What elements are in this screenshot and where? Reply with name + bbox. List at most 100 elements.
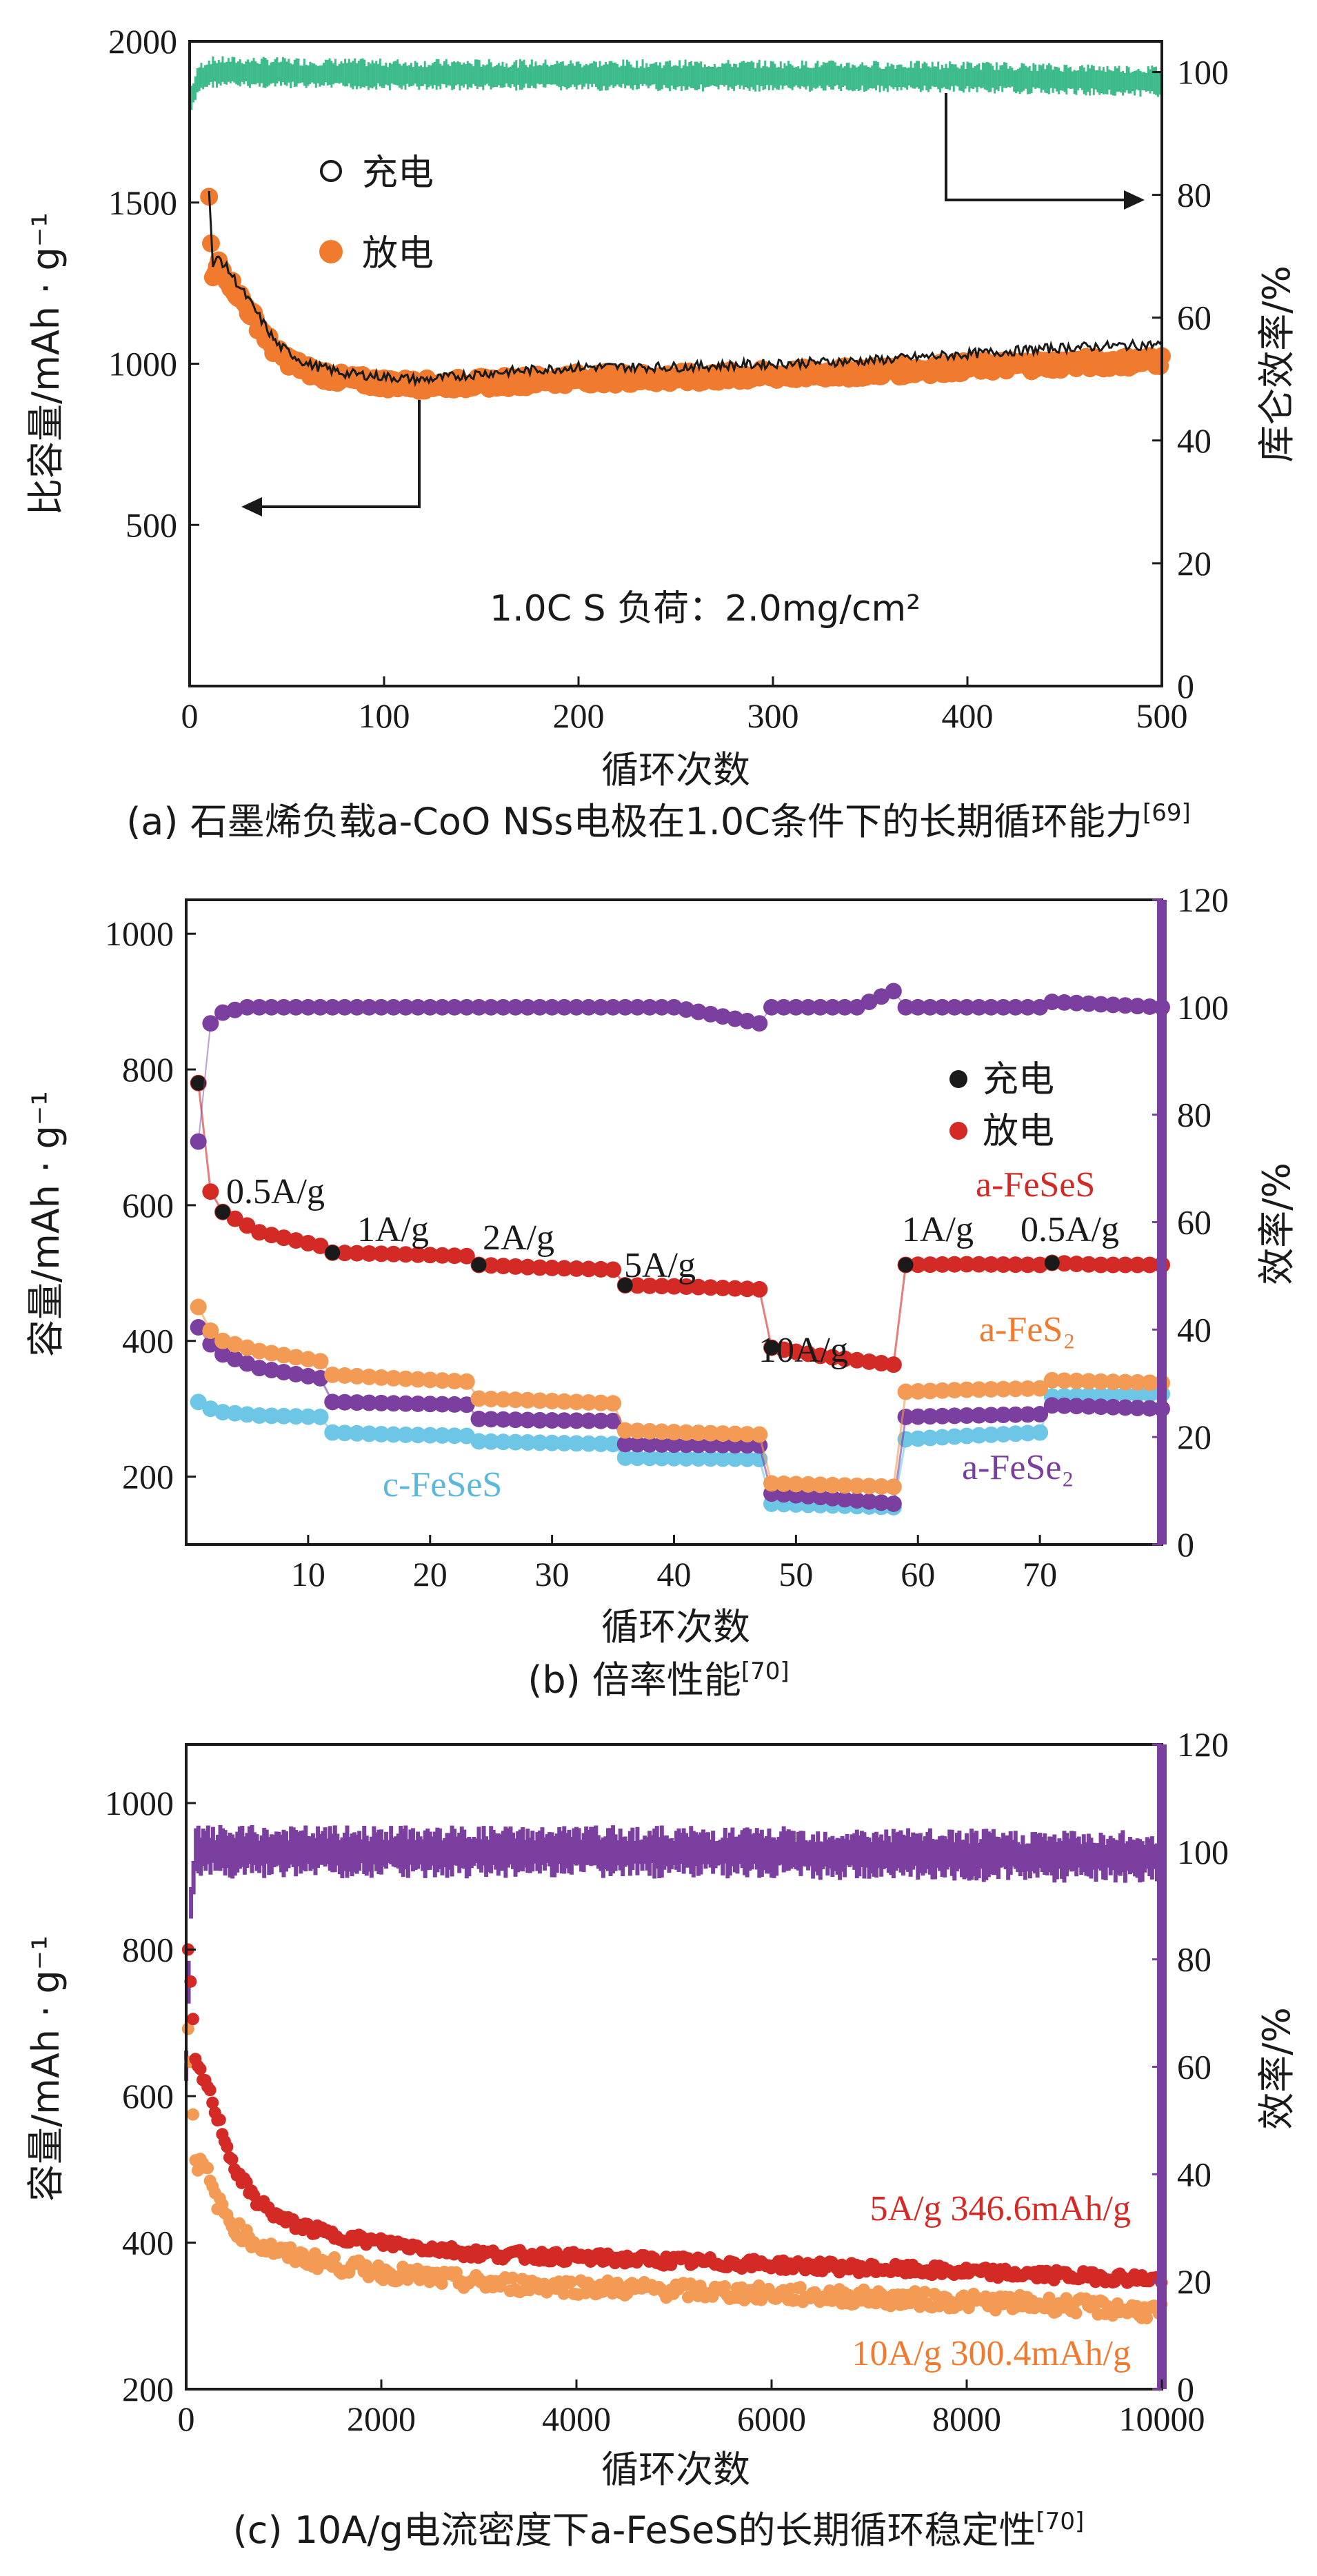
capacity-point	[800, 1476, 817, 1493]
capacity-point	[665, 1449, 683, 1467]
charge-point	[471, 1257, 487, 1273]
capacity-point	[629, 1436, 646, 1453]
efficiency-point	[897, 998, 914, 1016]
capacity-point	[397, 1395, 414, 1412]
capacity-point	[958, 1256, 975, 1273]
efficiency-point	[970, 998, 987, 1016]
efficiency-point	[946, 998, 963, 1016]
efficiency-point	[580, 998, 597, 1016]
capacity-point	[251, 1407, 268, 1424]
y2-tick-label: 80	[1177, 1940, 1212, 1979]
efficiency-point	[299, 998, 316, 1016]
y-tick-label: 400	[122, 1322, 174, 1360]
y2-tick-label: 0	[1177, 667, 1194, 705]
efficiency-point	[494, 998, 512, 1016]
capacity-point	[190, 1298, 207, 1316]
capacity-point	[1092, 1398, 1109, 1416]
capacity-point	[873, 1355, 890, 1372]
capacity-point	[690, 1425, 707, 1442]
capacity-point	[494, 1258, 512, 1275]
legend-discharge-marker-b	[949, 1122, 967, 1140]
rate-label-1: 1A/g	[357, 1210, 429, 1249]
panel-b-x-label: 循环次数	[601, 1605, 750, 1649]
efficiency-point	[446, 998, 463, 1016]
capacity-point	[653, 1423, 670, 1440]
efficiency-point	[1105, 996, 1122, 1014]
panel-a-annotation: 1.0C S 负荷：2.0mg/cm²	[490, 588, 921, 630]
capacity-point	[1019, 1256, 1036, 1274]
panel-c-y2-label: 效率/%	[1255, 2007, 1298, 2130]
efficiency-point	[410, 998, 427, 1016]
capacity-point	[1007, 1406, 1024, 1423]
capacity-point	[288, 1349, 305, 1366]
capacity-point	[714, 1425, 732, 1442]
y2-tick-label: 40	[1177, 421, 1212, 460]
capacity-point	[348, 1245, 365, 1262]
y-tick-label: 200	[122, 1458, 174, 1496]
capacity-point	[434, 1396, 451, 1413]
capacity-point	[324, 1393, 341, 1411]
capacity-point	[190, 1393, 207, 1411]
capacity-point	[983, 1256, 1000, 1273]
capacity-point	[506, 2271, 519, 2284]
capacity-point	[678, 1278, 695, 1295]
capacity-point	[206, 2096, 219, 2109]
capacity-point	[507, 1433, 524, 1451]
efficiency-point	[373, 998, 390, 1016]
x-tick-label: 40	[657, 1555, 692, 1593]
rate-label-0: 0.5A/g	[226, 1172, 325, 1211]
capacity-point	[909, 1408, 927, 1425]
capacity-point	[580, 1435, 597, 1452]
capacity-point	[958, 1427, 975, 1445]
capacity-point	[434, 1372, 451, 1389]
capacity-point	[1043, 1371, 1060, 1389]
capacity-point	[202, 1183, 219, 1200]
capacity-point	[970, 1427, 987, 1444]
capacity-point	[1007, 1256, 1024, 1274]
charge-line	[208, 190, 1163, 388]
capacity-point	[470, 1410, 487, 1427]
capacity-point	[702, 1450, 719, 1467]
capacity-point	[434, 1247, 451, 1264]
y-tick-label: 1000	[108, 345, 177, 383]
panel-b-ticks: 10 20 30 40 50 60 70 200 400 600 800 1000 0 20 40 60 80 1…	[105, 881, 1229, 1593]
capacity-point	[763, 1475, 780, 1492]
capacity-point	[361, 1368, 378, 1385]
efficiency-point	[507, 998, 524, 1016]
efficiency-point	[336, 998, 353, 1016]
rate-label-2: 2A/g	[483, 1218, 554, 1258]
y-tick-label: 200	[122, 2370, 174, 2408]
charge-point	[617, 1278, 633, 1294]
capacity-point	[1141, 1256, 1158, 1274]
y2-tick-label: 60	[1177, 1203, 1212, 1242]
capacity-point	[519, 1433, 536, 1451]
capacity-point	[946, 1382, 963, 1399]
capacity-point	[543, 1393, 561, 1410]
efficiency-point	[275, 998, 292, 1016]
capacity-point	[934, 1256, 951, 1273]
x-tick-label: 400	[942, 696, 994, 735]
capacity-point	[983, 1426, 1000, 1443]
capacity-point	[446, 1372, 463, 1389]
capacity-point	[568, 1412, 585, 1429]
charge-point	[190, 1075, 206, 1091]
y2-tick-label: 20	[1177, 544, 1212, 583]
capacity-point	[421, 1427, 439, 1444]
capacity-point	[787, 1343, 805, 1360]
capacity-point	[1116, 1386, 1134, 1403]
capacity-point	[738, 1426, 756, 1443]
y2-tick-label: 80	[1177, 1096, 1212, 1134]
capacity-point	[970, 1407, 987, 1424]
capacity-point	[1043, 1397, 1060, 1414]
capacity-point	[213, 2113, 226, 2126]
capacity-point	[641, 1422, 658, 1440]
efficiency-point	[1043, 994, 1060, 1011]
capacity-point	[397, 1370, 414, 1387]
y2-tick-label: 40	[1177, 1310, 1212, 1349]
efficiency-point	[824, 998, 841, 1016]
rate-label-5: 1A/g	[902, 1210, 974, 1249]
capacity-point	[848, 1492, 865, 1509]
capacity-point	[1141, 1374, 1158, 1391]
capacity-point	[373, 1245, 390, 1262]
